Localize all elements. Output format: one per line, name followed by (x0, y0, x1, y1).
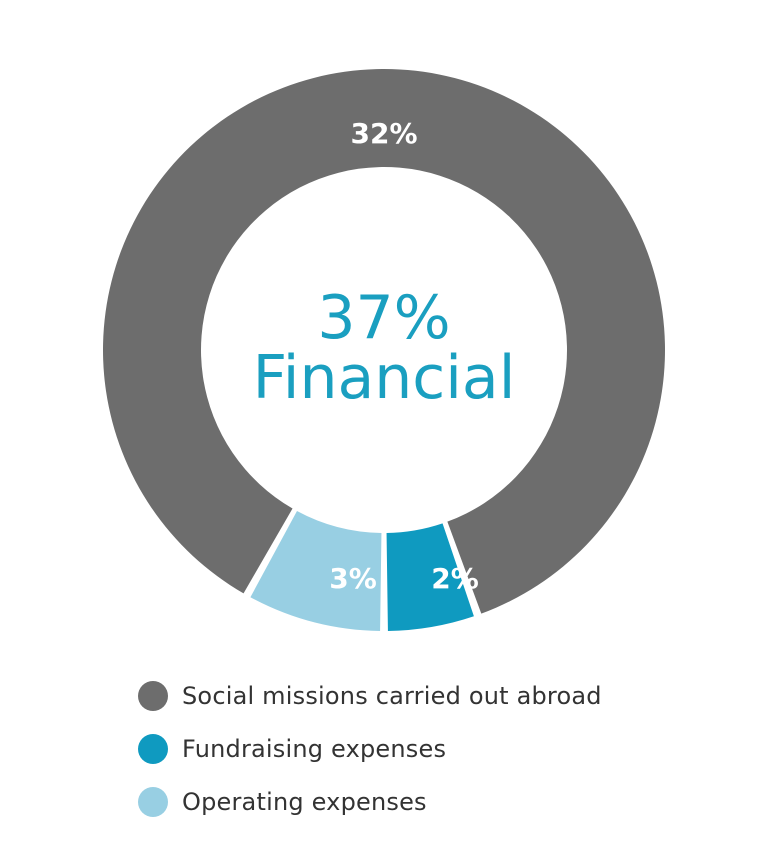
donut-chart: 32% 2% 3% 37% Financial (103, 68, 666, 631)
slice-operating (250, 510, 382, 631)
legend-label-fundraising: Fundraising expenses (182, 735, 447, 763)
slice-fundraising (386, 523, 474, 631)
legend-item-operating: Operating expenses (138, 782, 738, 822)
donut-svg: 32% 2% 3% 37% Financial (103, 68, 666, 631)
slice-label-fundraising: 2% (431, 562, 479, 595)
legend-label-social-missions: Social missions carried out abroad (182, 682, 602, 710)
legend-swatch-operating (138, 787, 168, 817)
legend-swatch-social-missions (138, 681, 168, 711)
slice-social-missions (103, 68, 666, 614)
center-text: Financial (253, 343, 516, 413)
legend-label-operating: Operating expenses (182, 788, 427, 816)
slice-label-social-missions: 32% (350, 117, 417, 150)
slices-layer (103, 68, 666, 631)
legend-item-social-missions: Social missions carried out abroad (138, 676, 738, 716)
legend: Social missions carried out abroad Fundr… (138, 676, 738, 835)
slice-labels-layer: 32% 2% 3% (329, 117, 479, 595)
slice-label-operating: 3% (329, 562, 377, 595)
legend-item-fundraising: Fundraising expenses (138, 729, 738, 769)
legend-swatch-fundraising (138, 734, 168, 764)
center-value: 37% (317, 283, 450, 353)
